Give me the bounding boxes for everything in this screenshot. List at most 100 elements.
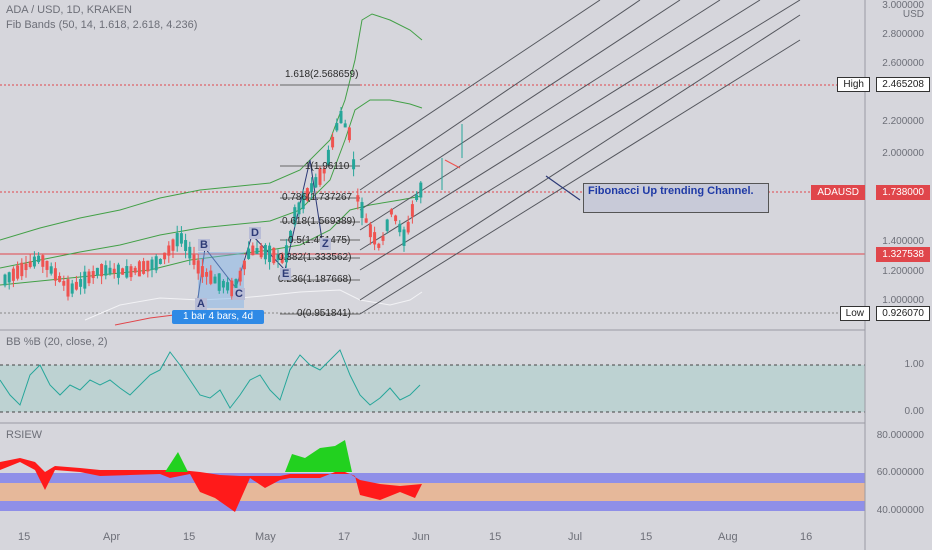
candle-body — [95, 267, 99, 276]
candle-body — [226, 282, 230, 291]
bb-band — [0, 365, 865, 412]
candle-body — [108, 267, 112, 274]
price-tick: 1.400000 — [882, 236, 924, 247]
x-tick: Apr — [103, 531, 121, 543]
low-tag-label: Low — [839, 306, 870, 321]
fib-band-mid — [0, 99, 423, 269]
rsi-band-top — [0, 473, 865, 483]
main-pane — [0, 0, 865, 330]
high-tag-label: High — [837, 77, 870, 92]
point-b-label[interactable]: B — [198, 239, 210, 251]
fib-label: 0.618(1.569389) — [282, 216, 356, 227]
candles — [3, 106, 423, 301]
candle-body — [410, 204, 414, 217]
candle-body — [415, 194, 419, 201]
price-tick: 2.800000 — [882, 29, 924, 40]
candle-body — [289, 230, 293, 239]
high-tag-value: 2.465208 — [876, 77, 930, 92]
point-z-label[interactable]: Z — [320, 238, 331, 250]
candle-body — [87, 271, 91, 284]
candle-body — [352, 159, 356, 170]
fib-band-white — [84, 289, 423, 321]
point-e-label[interactable]: E — [280, 268, 292, 280]
candle-body — [276, 254, 280, 261]
candle-body — [137, 261, 141, 277]
fib-band-upper — [0, 13, 423, 241]
bb-tick: 1.00 — [904, 359, 924, 370]
candle-body — [66, 279, 70, 297]
candle-body — [221, 280, 225, 288]
candle-body — [234, 279, 238, 296]
candle-body — [104, 265, 108, 276]
candle-body — [268, 245, 272, 263]
candle-body — [116, 264, 120, 278]
candle-body — [247, 248, 251, 259]
date-range-label[interactable]: 1 bar 4 bars, 4d — [172, 310, 264, 324]
candle-body — [242, 260, 246, 270]
fib-label: 0.236(1.187668) — [278, 274, 352, 285]
down-arrow — [444, 159, 461, 169]
candle-body — [364, 218, 368, 223]
rsi-band-bottom — [0, 501, 865, 511]
candle-body — [121, 268, 125, 275]
candle-body — [209, 270, 213, 284]
candle-body — [331, 136, 335, 148]
candle-body — [347, 127, 351, 141]
point-d-label[interactable]: D — [249, 227, 261, 239]
candle-body — [184, 240, 188, 252]
candle-body — [91, 271, 95, 279]
candle-body — [318, 168, 322, 185]
x-tick: 15 — [489, 531, 502, 543]
candle-body — [326, 149, 330, 166]
bb-label: BB %B (20, close, 2) — [6, 336, 108, 348]
candle-body — [259, 245, 263, 258]
price-tick: 1.000000 — [882, 295, 924, 306]
candle-body — [158, 258, 162, 265]
point-c-label[interactable]: C — [233, 288, 245, 300]
candle-body — [24, 263, 28, 271]
current-symbol-tag: ADAUSD — [811, 185, 865, 200]
candle-body — [398, 223, 402, 233]
annotation-note[interactable]: Fibonacci Up trending Channel. — [583, 183, 769, 213]
candle-body — [167, 245, 171, 256]
candle-body — [163, 252, 167, 260]
candle-body — [373, 232, 377, 245]
x-tick: 15 — [183, 531, 196, 543]
candle-body — [339, 110, 343, 124]
bb-tick: 0.00 — [904, 406, 924, 417]
candle-body — [150, 259, 154, 270]
x-tick: Jun — [412, 531, 430, 543]
price-tick: 3.000000 — [882, 0, 924, 11]
candle-body — [49, 266, 53, 274]
annotation-arrow — [545, 175, 581, 201]
candle-body — [343, 123, 347, 128]
fib-label: 0.5(1.451475) — [288, 235, 350, 246]
candle-body — [62, 281, 66, 286]
candle-body — [251, 245, 255, 256]
candle-body — [297, 202, 301, 215]
price-tick: 1.200000 — [882, 266, 924, 277]
x-tick: May — [255, 531, 276, 543]
fib-label: 1(1.96110 — [305, 161, 350, 172]
fib-bands-label: Fib Bands (50, 14, 1.618, 2.618, 4.236) — [6, 19, 198, 31]
candle-body — [394, 215, 398, 222]
x-tick: 17 — [338, 531, 351, 543]
candle-body — [230, 280, 234, 297]
level-price-tag: 1.327538 — [876, 247, 930, 262]
current-price-tag: 1.738000 — [876, 185, 930, 200]
symbol-header: ADA / USD, 1D, KRAKEN — [6, 4, 132, 16]
candle-body — [280, 254, 284, 263]
candle-body — [125, 266, 129, 278]
candle-body — [255, 248, 259, 254]
candle-body — [293, 207, 297, 225]
fib-label: 1.618(2.568659) — [285, 69, 359, 80]
point-a-label[interactable]: A — [195, 298, 207, 310]
candle-body — [154, 256, 158, 271]
candle-body — [238, 270, 242, 282]
candle-body — [402, 229, 406, 246]
candle-body — [41, 255, 45, 267]
price-tick: 2.200000 — [882, 116, 924, 127]
candle-body — [263, 245, 267, 260]
